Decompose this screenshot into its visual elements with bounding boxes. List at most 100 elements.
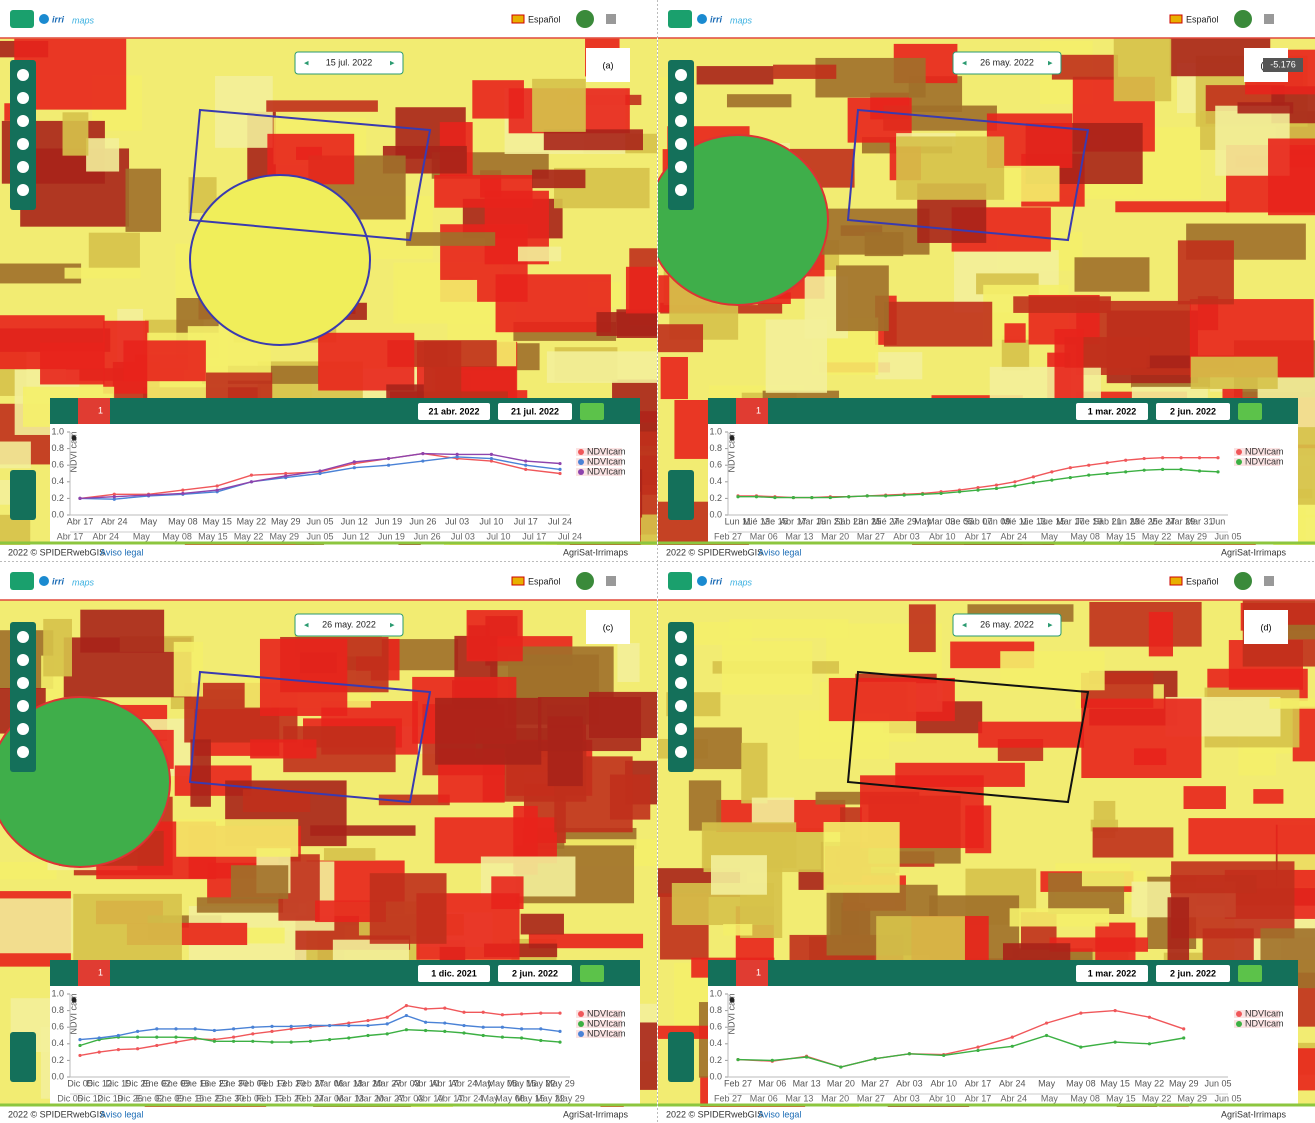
tool-icon[interactable] (675, 138, 687, 150)
data-point (839, 1065, 842, 1068)
data-point (1143, 457, 1146, 460)
apps[interactable] (1264, 576, 1274, 586)
legend-label[interactable]: NDVIcam (587, 446, 626, 456)
bottom-tool[interactable] (668, 1032, 694, 1082)
legend-label[interactable]: NDVIcam (587, 1018, 626, 1028)
panel-body: irrimapsEspañol26 may. 2022◂▸(b)-5.17611… (642, 0, 1315, 577)
language[interactable]: Español (1186, 14, 1219, 24)
legal-link[interactable]: Aviso legal (100, 1109, 143, 1119)
avatar[interactable] (1234, 572, 1252, 590)
tool-icon[interactable] (17, 184, 29, 196)
data-point (921, 493, 924, 496)
tool-icon[interactable] (675, 69, 687, 81)
map-patch (318, 333, 414, 391)
map-patch (310, 825, 415, 835)
tool-icon[interactable] (675, 746, 687, 758)
legend-label[interactable]: NDVIcam (1245, 1008, 1284, 1018)
bottom-tool[interactable] (10, 470, 36, 520)
brand: AgriSat-Irrimaps (563, 1109, 629, 1119)
data-point (78, 497, 81, 500)
x-tick-label: May 15 (1100, 1078, 1130, 1088)
navigator-label: May 15 (1106, 1093, 1136, 1103)
avatar[interactable] (576, 572, 594, 590)
menu-button[interactable] (668, 572, 692, 590)
legal-link[interactable]: Aviso legal (100, 547, 143, 557)
data-point (1011, 1036, 1014, 1039)
legend-label[interactable]: NDVIcam (1245, 1018, 1284, 1028)
tool-icon[interactable] (675, 161, 687, 173)
menu-button[interactable] (10, 572, 34, 590)
tool-icon[interactable] (675, 700, 687, 712)
copyright: 2022 © SPIDERwebGIS (8, 547, 105, 557)
tool-icon[interactable] (675, 92, 687, 104)
tool-icon[interactable] (17, 746, 29, 758)
tool-icon[interactable] (675, 654, 687, 666)
map-patch (1149, 612, 1173, 656)
tool-icon[interactable] (17, 92, 29, 104)
legend-label[interactable]: NDVIcam (587, 1008, 626, 1018)
legend-label[interactable]: NDVIcam (587, 1028, 626, 1038)
map-patch (1270, 698, 1315, 708)
menu-button[interactable] (668, 10, 692, 28)
y-tick-label: 0.6 (51, 460, 64, 470)
language[interactable]: Español (528, 576, 561, 586)
legal-link[interactable]: Aviso legal (758, 1109, 801, 1119)
data-point (155, 1027, 158, 1030)
tool-icon[interactable] (17, 161, 29, 173)
settings-button[interactable] (1238, 403, 1262, 420)
data-point (78, 1044, 81, 1047)
avatar[interactable] (1234, 10, 1252, 28)
legend-swatch (1236, 459, 1242, 465)
tool-icon[interactable] (17, 115, 29, 127)
legal-link[interactable]: Aviso legal (758, 547, 801, 557)
menu-button[interactable] (10, 10, 34, 28)
tool-icon[interactable] (17, 654, 29, 666)
language[interactable]: Español (528, 14, 561, 24)
data-point (524, 468, 527, 471)
date-next: ▸ (390, 619, 395, 629)
map-patch (435, 817, 557, 863)
bottom-tool[interactable] (10, 1032, 36, 1082)
legend-label[interactable]: NDVIcam (587, 466, 626, 476)
apps[interactable] (1264, 14, 1274, 24)
avatar[interactable] (576, 10, 594, 28)
settings-button[interactable] (580, 965, 604, 982)
apps[interactable] (606, 14, 616, 24)
tool-icon[interactable] (17, 723, 29, 735)
tool-icon[interactable] (17, 700, 29, 712)
panel-label: (c) (603, 622, 614, 632)
data-point (771, 1059, 774, 1062)
apps[interactable] (606, 576, 616, 586)
legend-label[interactable]: NDVIcam (587, 456, 626, 466)
range-end: 2 jun. 2022 (1170, 968, 1216, 978)
tool-icon[interactable] (675, 723, 687, 735)
tool-icon[interactable] (675, 631, 687, 643)
map-patch (1054, 329, 1083, 404)
tool-icon[interactable] (675, 184, 687, 196)
data-point (353, 466, 356, 469)
x-tick-label: Abr 24 (101, 516, 128, 526)
settings-button[interactable] (1238, 965, 1262, 982)
language[interactable]: Español (1186, 576, 1219, 586)
data-point (98, 1036, 101, 1039)
tool-icon[interactable] (17, 138, 29, 150)
map-patch (1171, 861, 1294, 938)
tool-icon[interactable] (17, 631, 29, 643)
navigator-label: Jul 03 (451, 531, 475, 541)
bottom-tool[interactable] (668, 470, 694, 520)
tool-icon[interactable] (17, 69, 29, 81)
tool-icon[interactable] (675, 115, 687, 127)
tool-icon[interactable] (17, 677, 29, 689)
map-patch (722, 641, 812, 694)
logo-drop (697, 14, 707, 24)
data-point (194, 1036, 197, 1039)
settings-button[interactable] (580, 403, 604, 420)
legend-label[interactable]: NDVIcam (1245, 446, 1284, 456)
legend-label[interactable]: NDVIcam (1245, 456, 1284, 466)
tool-icon[interactable] (675, 677, 687, 689)
data-point (524, 459, 527, 462)
marker-dot (72, 436, 77, 441)
data-point (539, 1039, 542, 1042)
range-start: 21 abr. 2022 (428, 406, 479, 416)
y-tick-label: 0.6 (709, 1022, 722, 1032)
